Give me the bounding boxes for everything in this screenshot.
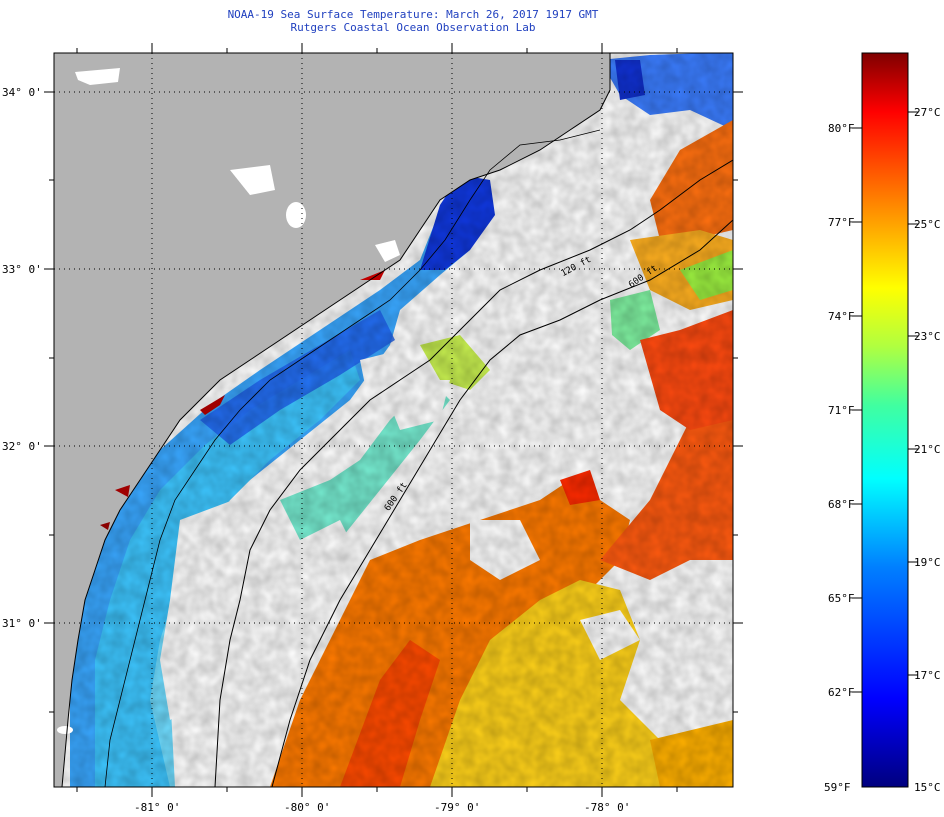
lon-label-81: -81° 0' xyxy=(134,801,181,814)
colorbar-c-27: 27°C xyxy=(914,106,941,119)
colorbar-f-68: 68°F xyxy=(828,498,855,511)
colorbar-f-71: 71°F xyxy=(828,404,855,417)
isobath-120ft xyxy=(214,159,733,787)
land-mass xyxy=(54,53,610,787)
lon-label-80: -80° 0' xyxy=(284,801,331,814)
colorbar-c-23: 23°C xyxy=(914,330,941,343)
graticule xyxy=(54,53,733,787)
colorbar-f-74: 74°F xyxy=(828,310,855,323)
colorbar-f-62: 62°F xyxy=(828,686,855,699)
isobath-600ft xyxy=(271,219,733,787)
colorbar-c-21: 21°C xyxy=(914,443,941,456)
chart-subtitle: Rutgers Coastal Ocean Observation Lab xyxy=(290,21,536,34)
colorbar-c-19: 19°C xyxy=(914,556,941,569)
lon-label-78: -78° 0' xyxy=(584,801,631,814)
lat-label-31: 31° 0' xyxy=(2,617,42,630)
lat-label-33: 33° 0' xyxy=(2,263,42,276)
lat-label-34: 34° 0' xyxy=(2,86,42,99)
map-frame xyxy=(53,52,734,788)
colorbar-c-25: 25°C xyxy=(914,218,941,231)
colorbar-f-80: 80°F xyxy=(828,122,855,135)
colorbar-c-15: 15°C xyxy=(914,781,941,794)
coastline xyxy=(61,53,611,787)
colorbar-f-59: 59°F xyxy=(824,781,851,794)
colorbar-ticks xyxy=(852,111,918,693)
colorbar xyxy=(861,52,909,788)
lon-label-79: -79° 0' xyxy=(434,801,481,814)
lat-label-32: 32° 0' xyxy=(2,440,42,453)
colorbar-f-65: 65°F xyxy=(828,592,855,605)
chart-title: NOAA-19 Sea Surface Temperature: March 2… xyxy=(227,8,599,21)
colorbar-c-17: 17°C xyxy=(914,669,941,682)
colorbar-f-77: 77°F xyxy=(828,216,855,229)
